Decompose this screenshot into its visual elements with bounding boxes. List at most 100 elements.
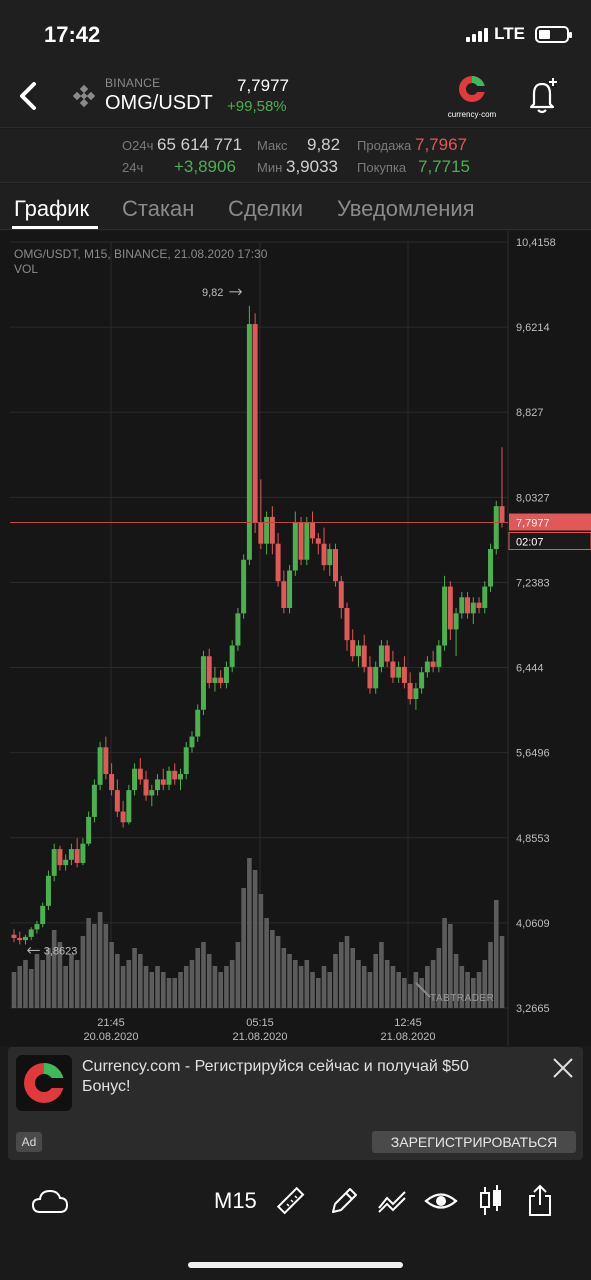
x-tick-time: 21:45	[97, 1017, 125, 1029]
candle-body	[327, 549, 333, 566]
register-button[interactable]: ЗАРЕГИСТРИРОВАТЬСЯ	[372, 1131, 576, 1153]
volume-bar	[310, 972, 315, 1008]
stats-panel: O24ч 65 614 771 24ч +3,8906 Макс 9,82 Ми…	[0, 129, 591, 183]
pencil-icon[interactable]	[327, 1184, 359, 1218]
candle-body	[338, 581, 344, 608]
candle-body	[292, 522, 298, 571]
volume-bar	[436, 948, 442, 1008]
volume-bar	[499, 936, 505, 1008]
candle-body	[183, 747, 189, 775]
ruler-icon[interactable]	[275, 1184, 307, 1218]
cloud-icon[interactable]	[30, 1184, 70, 1218]
x-tick-time: 12:45	[394, 1017, 422, 1029]
chart-header: OMG/USDT, M15, BINANCE, 21.08.2020 17:30…	[14, 247, 267, 277]
volume-bar	[396, 972, 401, 1008]
candle-body	[120, 811, 126, 823]
watermark-mark	[415, 982, 431, 998]
close-icon[interactable]	[550, 1055, 576, 1081]
candle-body	[132, 768, 138, 791]
high-label: 9,82	[202, 287, 223, 299]
volume-bar	[442, 918, 447, 1008]
candle-body	[189, 736, 195, 748]
volume-bar	[281, 948, 287, 1008]
timeframe-selector[interactable]: M15	[214, 1188, 257, 1213]
tab-alerts[interactable]: Уведомления	[337, 196, 475, 221]
y-tick-label: 4,8553	[516, 833, 550, 845]
volume-bar	[356, 960, 361, 1008]
low-arrowhead	[27, 947, 32, 954]
candle-body	[482, 586, 488, 608]
volume-bar	[465, 972, 470, 1008]
exchange-name: BINANCE	[105, 76, 161, 90]
volume-bar	[74, 960, 80, 1008]
tab-chart[interactable]: График	[14, 196, 90, 221]
buy-value: 7,7715	[418, 157, 470, 176]
volume-bar	[390, 966, 396, 1008]
candle-body	[206, 656, 212, 683]
candle-body	[218, 677, 224, 683]
change-24h-value: +3,8906	[174, 157, 236, 176]
currency-com-logo-icon	[24, 1063, 65, 1103]
candle-body	[344, 607, 350, 641]
candle-body	[264, 516, 270, 544]
candle-body	[252, 324, 258, 523]
candle-body	[40, 905, 46, 925]
currency-com-button[interactable]: currency·com	[444, 74, 500, 122]
volume-bar	[201, 942, 206, 1008]
candle-body	[419, 672, 425, 689]
candles-icon[interactable]	[478, 1184, 504, 1218]
ad-banner[interactable]: Currency.com - Регистрируйся сейчас и по…	[8, 1047, 583, 1160]
volume-bar	[126, 960, 132, 1008]
add-alert-bell-icon[interactable]	[522, 74, 562, 116]
candlestick-chart[interactable]: 10,4158 9,6214 8,827 8,0327 7,2383 6,444 5,649…	[0, 231, 591, 1046]
candle-body	[413, 688, 419, 700]
candle-body	[149, 790, 155, 796]
watermark-text: TABTRADER	[430, 993, 494, 1004]
current-price-tag	[509, 513, 591, 531]
tab-trades[interactable]: Сделки	[228, 196, 303, 221]
volume-bar	[34, 954, 40, 1008]
volume-bar	[149, 972, 155, 1008]
countdown-label: 02:07	[516, 537, 544, 549]
volume-bar	[264, 918, 269, 1008]
candle-body	[447, 586, 453, 630]
chart-canvas[interactable]: 10,4158 9,6214 8,827 8,0327 7,2383 6,444 5,649…	[0, 231, 591, 1046]
countdown-tag	[508, 532, 591, 551]
x-tick-time: 05:15	[246, 1017, 274, 1029]
candle-body	[109, 774, 115, 791]
battery-icon	[535, 25, 572, 43]
candle-body	[11, 934, 17, 938]
volume-bar	[160, 972, 166, 1008]
y-tick-label: 4,0609	[516, 918, 550, 930]
x-tick-date: 21.08.2020	[380, 1031, 435, 1043]
volume-bar	[350, 948, 356, 1008]
pair-name[interactable]: OMG/USDT	[105, 92, 213, 114]
volume-bar	[63, 966, 68, 1008]
eye-icon[interactable]	[424, 1184, 458, 1218]
chart-vol-label: VOL	[14, 262, 39, 276]
high-arrowhead	[238, 288, 243, 296]
candle-body	[355, 645, 361, 657]
volume-bar	[195, 948, 201, 1008]
volume-bar	[270, 930, 275, 1008]
volume-bar	[453, 954, 459, 1008]
volume-bar	[419, 978, 424, 1008]
volume-bar	[11, 972, 17, 1008]
candle-body	[298, 522, 304, 560]
volume-value: 65 614 771	[157, 135, 243, 154]
candle-body	[401, 666, 407, 683]
volume-bar	[235, 942, 241, 1008]
candle-body	[275, 543, 281, 582]
volume-bar	[46, 948, 51, 1008]
volume-bar	[109, 942, 114, 1008]
candle-body	[229, 645, 235, 667]
x-tick-date: 21.08.2020	[232, 1031, 287, 1043]
x-tick-date: 20.08.2020	[83, 1031, 138, 1043]
volume-bar	[23, 960, 28, 1008]
back-arrow-icon[interactable]	[14, 76, 44, 116]
indicators-icon[interactable]	[376, 1184, 408, 1218]
volume-bar	[218, 972, 223, 1008]
share-icon[interactable]	[526, 1184, 554, 1218]
tab-orderbook[interactable]: Стакан	[122, 196, 195, 221]
candle-body	[155, 779, 161, 791]
